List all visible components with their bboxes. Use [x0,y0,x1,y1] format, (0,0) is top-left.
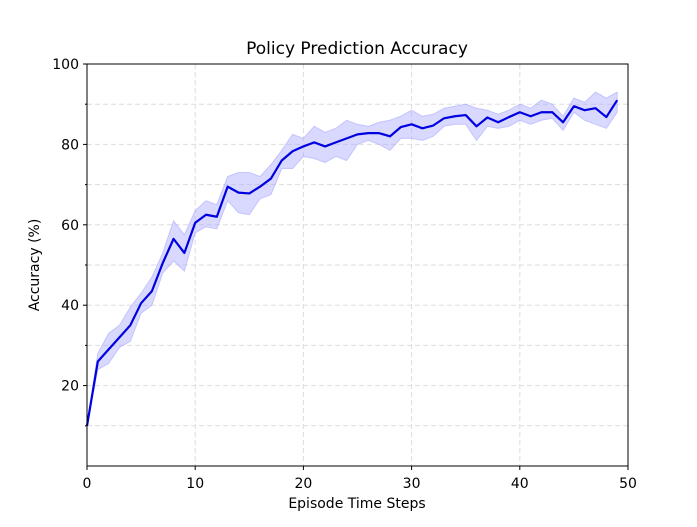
y-axis-label: Accuracy (%) [27,219,43,312]
x-tick-label: 30 [403,476,421,492]
x-tick-label: 10 [186,476,204,492]
y-tick-label: 100 [52,57,79,73]
y-tick-label: 40 [61,298,79,314]
mean-line [85,99,619,426]
x-tick-label: 20 [294,476,312,492]
confidence-band [86,91,618,426]
y-tick-label: 60 [61,218,79,234]
y-tick-label: 80 [61,137,79,153]
x-tick-label: 0 [83,476,92,492]
chart-title: Policy Prediction Accuracy [246,39,468,59]
x-tick-label: 50 [619,476,637,492]
plot-frame [86,63,629,467]
y-tick-label: 20 [61,379,79,395]
x-axis-label: Episode Time Steps [288,496,425,512]
x-tick-label: 40 [511,476,529,492]
